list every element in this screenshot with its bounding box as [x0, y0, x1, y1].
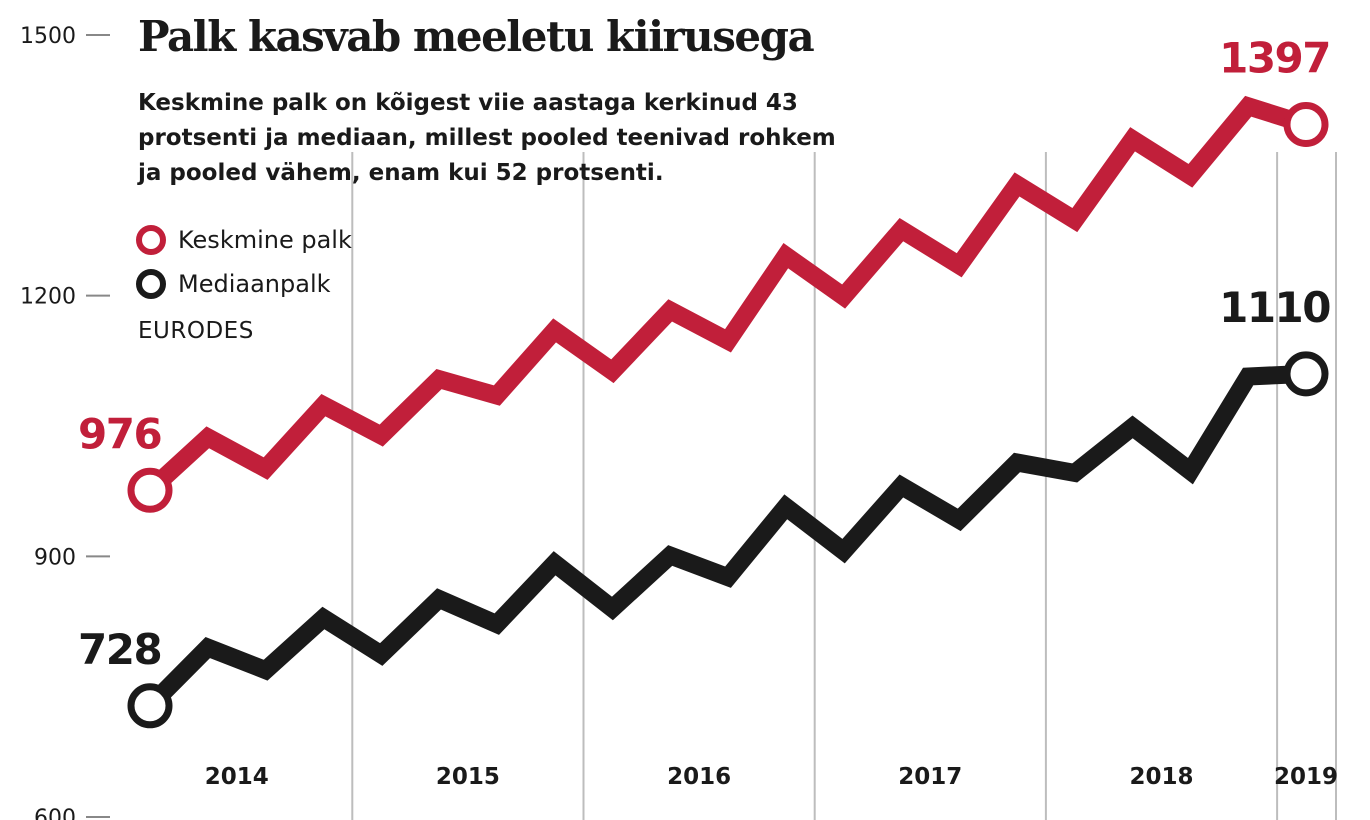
chart-title: Palk kasvab meeletu kiirusega [138, 12, 815, 61]
x-tick-label: 2018 [1129, 764, 1193, 790]
x-tick-label: 2014 [205, 764, 269, 790]
chart-grid [351, 152, 1337, 820]
data-label-last: 1397 [1219, 33, 1330, 82]
y-tick-label: 1500 [20, 24, 76, 49]
series-end-point [1283, 351, 1329, 397]
legend-label-median: Mediaanpalk [178, 270, 331, 298]
legend-item-median: Mediaanpalk [136, 262, 352, 306]
legend-marker-average [136, 225, 166, 255]
data-label-last: 1110 [1219, 283, 1330, 332]
chart-subtitle: Keskmine palk on kõigest viie aastaga ke… [138, 90, 836, 186]
chart-series [127, 95, 1329, 729]
data-label-first: 976 [78, 409, 161, 458]
series-end-point [127, 467, 173, 513]
x-tick-label: 2019 [1274, 764, 1338, 790]
legend-marker-median [136, 269, 166, 299]
x-axis: 2014 2015 2016 2017 2018 2019 [205, 764, 1338, 790]
y-axis: 1500 1200 900 600 [20, 24, 110, 820]
legend: Keskmine palk Mediaanpalk [136, 218, 352, 306]
y-tick-label: 900 [34, 545, 76, 570]
series-end-point [1283, 101, 1329, 147]
series-line-0 [143, 95, 1309, 497]
series-end-point [127, 683, 173, 729]
x-tick-label: 2016 [667, 764, 731, 790]
y-tick-label: 1200 [20, 285, 76, 310]
series-line-1 [143, 364, 1307, 713]
data-labels: 976 1397 728 1110 [78, 33, 1332, 674]
unit-label: EURODES [138, 318, 254, 344]
data-label-first: 728 [78, 625, 161, 674]
y-tick-label: 600 [34, 806, 76, 820]
legend-label-average: Keskmine palk [178, 226, 352, 254]
x-tick-label: 2017 [898, 764, 962, 790]
x-tick-label: 2015 [436, 764, 500, 790]
legend-item-average: Keskmine palk [136, 218, 352, 262]
